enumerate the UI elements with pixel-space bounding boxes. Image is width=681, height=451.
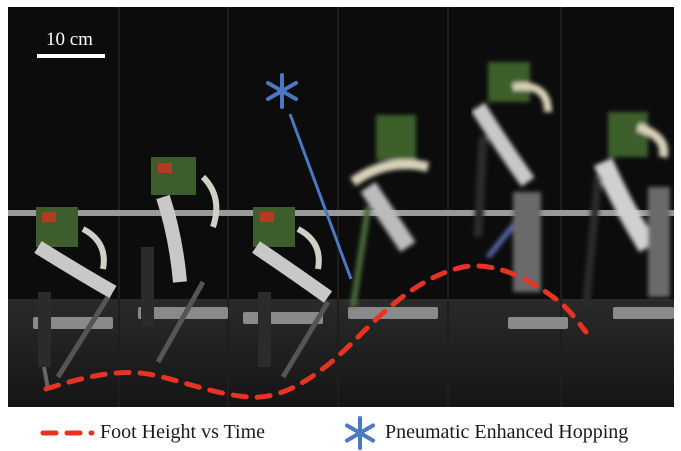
legend: Foot Height vs Time Pneumatic Enhanced H… <box>0 410 681 451</box>
pneumatic-marker-line <box>288 113 353 280</box>
asterisk-icon <box>345 416 375 450</box>
frame-separators <box>118 7 562 407</box>
asterisk-icon <box>266 73 298 109</box>
robot-frame-5 <box>471 62 552 292</box>
legend-label-foot-height: Foot Height vs Time <box>100 421 266 443</box>
robot-frame-4 <box>350 115 430 308</box>
foot-height-trajectory <box>43 263 589 400</box>
robot-frame-6 <box>582 112 670 308</box>
legend-label-pneumatic: Pneumatic Enhanced Hopping <box>385 421 629 443</box>
scene-graphics <box>8 7 674 407</box>
robot-frame-2 <box>141 157 220 364</box>
dashed-line-icon <box>40 430 95 436</box>
robot-frame-1 <box>34 207 117 390</box>
scale-bar-label: 10 cm <box>46 29 93 50</box>
background-rail <box>8 210 674 216</box>
photo-composite: 10 cm <box>8 7 674 407</box>
robot-frame-3 <box>252 207 333 379</box>
